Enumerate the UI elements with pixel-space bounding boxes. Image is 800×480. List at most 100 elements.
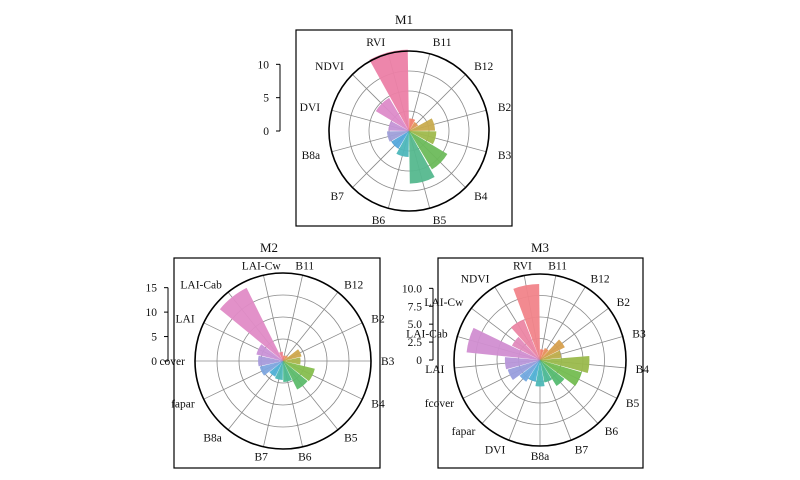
m2-radial-tick-label: 15 — [146, 283, 158, 295]
polar-chart-m3: B11 B12 B2 B3 B4 B5 B6 B7 B8a DVI fapar fcover LAI LA… — [402, 261, 649, 463]
m2-bar-b4 — [283, 361, 315, 382]
m2-category-label: B2 — [371, 314, 385, 326]
m3-category-label: B11 — [548, 261, 567, 273]
m1-category-label: B8a — [302, 150, 321, 162]
m3-grid-spoke — [539, 275, 557, 361]
m3-category-label: DVI — [485, 445, 506, 457]
m1-category-label: B3 — [498, 150, 512, 162]
m3-bar-ndvi — [510, 319, 540, 360]
m2-grid-spoke — [282, 291, 339, 362]
m3-category-label: B3 — [632, 329, 646, 341]
m2-category-label: cover — [159, 356, 185, 368]
panel-m1: M1 B11 B12 B2 B3 B4 B5 B6 B7 B8a DVI NDVI RVI 10 5 0 — [258, 12, 513, 227]
m1-grid-ring — [348, 70, 470, 192]
m2-grid-spoke — [263, 275, 284, 362]
m1-bar-b2 — [409, 118, 435, 131]
m3-bar-lai-cab — [466, 327, 540, 360]
m2-category-label: B7 — [254, 452, 268, 464]
m3-bar-b8a — [535, 360, 545, 387]
m2-radial-tick-label: 10 — [146, 307, 158, 319]
m1-category-label: B7 — [330, 191, 344, 203]
m1-category-label: DVI — [300, 102, 321, 114]
panel-m2-title: M2 — [260, 240, 278, 255]
panel-m3-title: M3 — [531, 240, 549, 255]
polar-chart-m1: B11 B12 B2 B3 B4 B5 B6 B7 B8a DVI NDVI RVI 10 5 0 — [258, 37, 512, 227]
m2-bar-b5 — [283, 361, 308, 390]
m3-category-label: B12 — [591, 273, 610, 285]
m3-radial-tick-label: 10.0 — [402, 283, 422, 295]
m3-bar-lai — [504, 357, 540, 370]
m1-grid-spoke — [408, 74, 466, 132]
m3-category-label: LAI — [425, 364, 444, 376]
panel-m3: M3 B11 B12 B2 B3 B4 B5 B6 B7 B8a DVI fapar fcover LA… — [402, 240, 649, 469]
m3-bar-rvi — [513, 284, 540, 360]
m2-bar-lai-cab — [219, 287, 283, 361]
m2-category-label: B4 — [371, 399, 385, 411]
m2-bar-b6 — [283, 361, 292, 383]
m3-category-label: B4 — [636, 364, 650, 376]
panel-m1-frame — [295, 29, 513, 227]
m2-bar-b3 — [283, 357, 301, 365]
m2-bar-lai-cw — [279, 351, 283, 361]
m3-category-label: B6 — [605, 426, 619, 438]
m2-radial-tick-label: 5 — [151, 332, 157, 344]
m3-category-label: B7 — [575, 445, 589, 457]
m1-bar-ndvi — [375, 97, 409, 131]
m3-bar-fcover — [507, 360, 540, 380]
m2-category-label: B3 — [381, 356, 395, 368]
m2-grid-spoke — [282, 275, 303, 362]
m1-bar-b4 — [409, 131, 448, 170]
m2-category-label: LAI-Cab — [180, 279, 222, 291]
m1-radial-tick-label: 5 — [263, 93, 269, 105]
panel-m1-title: M1 — [395, 12, 413, 27]
m3-radial-tick-label: 5.0 — [408, 319, 423, 331]
m2-category-label: fapar — [171, 399, 195, 411]
m2-category-label: LAI — [176, 314, 195, 326]
m2-bar-b7 — [274, 361, 283, 381]
m3-category-label: B2 — [617, 297, 631, 309]
m1-bar-b6 — [396, 131, 409, 157]
m1-category-label: B2 — [498, 102, 512, 114]
m3-category-label: RVI — [513, 261, 532, 273]
m1-category-label: B4 — [474, 191, 488, 203]
m1-outer-ring — [328, 50, 490, 212]
m1-grid-spoke — [408, 53, 431, 132]
m2-category-label: B12 — [344, 279, 363, 291]
panel-m3-frame — [437, 257, 644, 469]
m3-grid-spoke — [539, 286, 586, 361]
m2-bar-b2 — [283, 349, 302, 361]
m2-outer-ring — [194, 272, 372, 450]
m1-category-label: B11 — [433, 37, 452, 49]
m3-bar-b5 — [540, 360, 582, 386]
m3-bar-b11 — [540, 349, 544, 360]
panel-m2-frame — [173, 257, 381, 469]
m3-bar-b6 — [540, 360, 565, 387]
m2-bar-fapar — [259, 361, 283, 376]
m2-category-label: B8a — [203, 433, 222, 445]
m3-category-label: B5 — [626, 398, 640, 410]
m2-category-label: B11 — [295, 261, 314, 273]
m3-category-label: LAI-Cw — [424, 297, 464, 309]
m1-radial-tick-label: 0 — [263, 126, 269, 138]
m1-category-label: RVI — [366, 37, 385, 49]
m3-radial-tick-label: 2.5 — [408, 337, 423, 349]
m2-bar-b8a — [269, 361, 283, 377]
m2-bar-b12 — [283, 355, 288, 361]
m2-radial-tick-label: 0 — [151, 356, 157, 368]
m1-category-label: B12 — [474, 61, 493, 73]
m1-grid-ring — [368, 90, 450, 172]
m1-category-label: B6 — [372, 215, 386, 227]
m1-bar-dvi — [388, 120, 409, 131]
m1-radial-tick-label: 10 — [258, 59, 270, 71]
m3-bar-dvi — [528, 360, 540, 382]
m1-bar-b8a — [387, 131, 409, 142]
m1-bar-b3 — [409, 131, 437, 145]
m3-category-label: fcover — [425, 398, 455, 410]
m3-bar-fapar — [519, 360, 540, 382]
polar-chart-m2: B11 B12 B2 B3 B4 B5 B6 B7 B8a fapar cover LAI LAI-Ca… — [146, 261, 395, 464]
m2-bar-cover — [258, 355, 283, 367]
m1-bar-b11 — [409, 118, 416, 131]
m3-bar-b12 — [540, 348, 549, 360]
m1-category-label: B5 — [433, 215, 447, 227]
